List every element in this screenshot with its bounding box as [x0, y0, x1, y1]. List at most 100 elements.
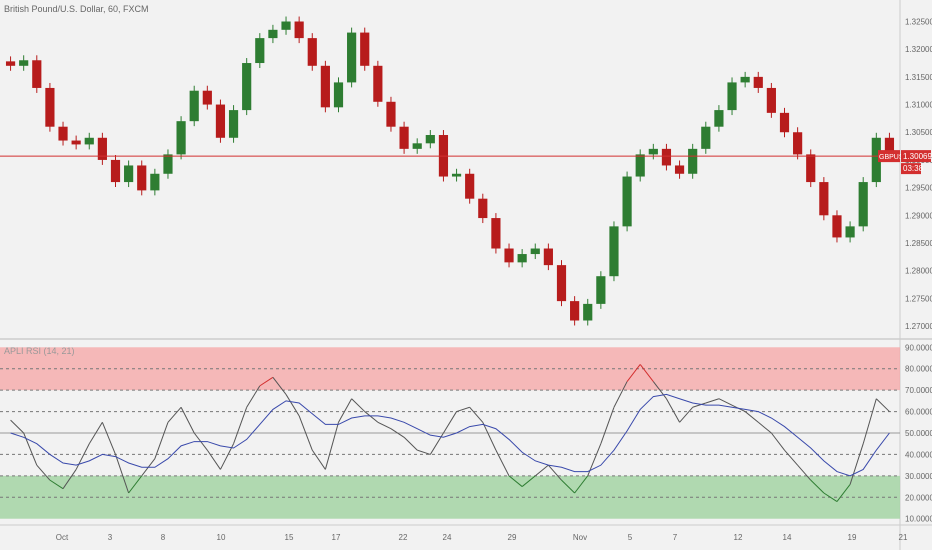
candle-body[interactable] — [333, 82, 344, 108]
candle-body[interactable] — [242, 63, 252, 111]
candle-body[interactable] — [517, 254, 527, 263]
time-axis-label: 8 — [161, 533, 166, 542]
candle-body[interactable] — [373, 65, 383, 102]
candle-body[interactable] — [622, 176, 632, 227]
candle-body[interactable] — [294, 21, 304, 39]
price-axis-label: 1.31000 — [905, 101, 932, 110]
rsi-axis-label: 80.0000 — [905, 365, 932, 374]
candle-body[interactable] — [478, 198, 488, 219]
rsi-signal-line — [10, 393, 890, 477]
rsi-line-segment — [836, 484, 851, 502]
candle-body[interactable] — [137, 165, 147, 191]
time-axis-label: 12 — [734, 533, 743, 542]
rsi-line-segment — [718, 398, 733, 406]
candle-body[interactable] — [386, 101, 396, 127]
rsi-line-segment — [495, 449, 510, 477]
rsi-axis-label: 10.0000 — [905, 515, 932, 524]
rsi-line-segment — [390, 428, 405, 438]
candle-body[interactable] — [556, 265, 567, 302]
candle-body[interactable] — [779, 112, 790, 133]
candle-body[interactable] — [819, 182, 829, 216]
candle-body[interactable] — [806, 154, 816, 183]
rsi-line-segment — [88, 422, 103, 444]
candle-body[interactable] — [58, 126, 68, 141]
candle-body[interactable] — [583, 303, 593, 321]
candle-body[interactable] — [884, 137, 895, 157]
rsi-line-segment — [548, 464, 562, 481]
rsi-line-segment — [272, 376, 287, 395]
candle-body[interactable] — [661, 148, 672, 166]
candle-body[interactable] — [84, 137, 94, 145]
rsi-line-segment — [62, 469, 77, 489]
countdown-bg — [901, 163, 921, 175]
candle-body[interactable] — [425, 135, 435, 144]
candle-body[interactable] — [176, 121, 186, 155]
candle-body[interactable] — [635, 154, 645, 177]
rsi-indicator-title[interactable]: APLI RSI (14, 21) — [4, 346, 75, 356]
rsi-line-segment — [797, 464, 812, 481]
candle-body[interactable] — [202, 90, 212, 105]
candle-body[interactable] — [688, 148, 698, 174]
rsi-line-segment — [692, 402, 706, 408]
rsi-line-segment — [613, 381, 628, 408]
candle-body[interactable] — [845, 226, 855, 238]
candle-body[interactable] — [465, 173, 475, 199]
candle-body[interactable] — [110, 159, 121, 183]
candle-body[interactable] — [189, 90, 199, 122]
candle-body[interactable] — [360, 32, 370, 66]
candle-body[interactable] — [255, 38, 265, 64]
candle-body[interactable] — [412, 143, 422, 149]
candle-body[interactable] — [71, 140, 81, 145]
rsi-line-segment — [757, 421, 772, 434]
candle-body[interactable] — [504, 248, 514, 263]
price-axis-label: 1.27000 — [905, 322, 932, 331]
candle-body[interactable] — [307, 38, 317, 66]
price-panel[interactable] — [0, 0, 900, 336]
candle-body[interactable] — [609, 226, 619, 277]
candle-body[interactable] — [530, 248, 540, 255]
candle-body[interactable] — [491, 218, 501, 249]
candle-body[interactable] — [543, 248, 553, 266]
candle-body[interactable] — [281, 21, 291, 30]
rsi-line-segment — [233, 407, 248, 444]
candle-body[interactable] — [32, 60, 42, 88]
rsi-axis-label: 30.0000 — [905, 472, 932, 481]
candle-body[interactable] — [596, 276, 606, 304]
time-axis-label: 21 — [899, 533, 908, 542]
candle-body[interactable] — [674, 165, 685, 174]
candle-body[interactable] — [347, 32, 357, 83]
price-axis-label: 1.29500 — [905, 184, 932, 193]
candle-body[interactable] — [793, 132, 803, 155]
price-tag-symbol: GBPUSD — [879, 154, 909, 161]
candle-body[interactable] — [320, 65, 330, 108]
candle-body[interactable] — [832, 215, 842, 238]
rsi-line-segment — [128, 475, 143, 494]
price-axis-label: 1.31500 — [905, 73, 932, 82]
candle-body[interactable] — [451, 173, 462, 177]
candle-body[interactable] — [124, 165, 134, 183]
candle-body[interactable] — [268, 29, 278, 39]
candle-body[interactable] — [648, 148, 658, 155]
candle-body[interactable] — [570, 301, 580, 321]
candle-body[interactable] — [45, 87, 55, 127]
candle-body[interactable] — [753, 76, 763, 88]
candle-body[interactable] — [740, 76, 750, 83]
rsi-axis-label: 70.0000 — [905, 386, 932, 395]
candle-body[interactable] — [714, 110, 724, 127]
candle-body[interactable] — [727, 82, 737, 111]
rsi-line-segment — [206, 449, 221, 470]
candle-body[interactable] — [215, 104, 226, 138]
candle-body[interactable] — [858, 182, 868, 227]
candle-body[interactable] — [97, 137, 107, 160]
candle-body[interactable] — [5, 61, 16, 66]
candle-body[interactable] — [150, 173, 160, 191]
candle-body[interactable] — [228, 110, 239, 138]
candle-body[interactable] — [701, 126, 711, 149]
candle-body[interactable] — [766, 87, 776, 113]
candle-body[interactable] — [399, 126, 409, 149]
candle-body[interactable] — [163, 154, 173, 174]
candle-body[interactable] — [19, 60, 29, 66]
candle-body[interactable] — [871, 137, 881, 183]
